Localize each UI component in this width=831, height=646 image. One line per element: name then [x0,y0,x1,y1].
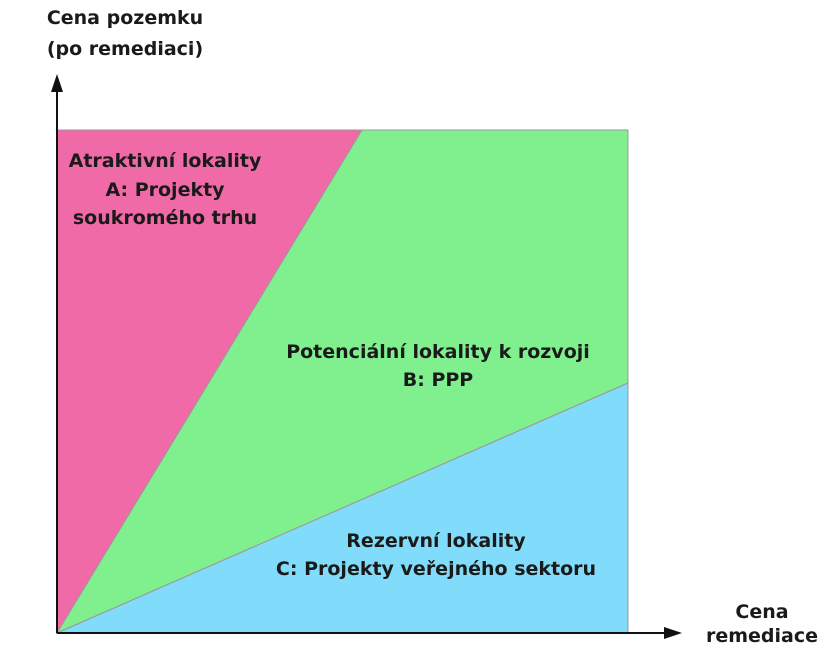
y-label: (po remediaci) [47,38,203,60]
region-label: Potenciální lokality k rozvoji [286,341,590,363]
region-label: A: Projekty [105,179,225,201]
y-label: Cena pozemku [47,7,203,29]
y-arrow [51,74,63,92]
x-arrow [664,627,682,639]
x-label: remediace [706,625,818,646]
x-label: Cena [735,601,788,623]
region-label: soukromého trhu [73,207,257,229]
region-label: Rezervní lokality [346,530,526,552]
region-label: B: PPP [403,369,474,391]
region-label: Atraktivní lokality [69,150,262,172]
region-label: C: Projekty veřejného sektoru [276,558,596,580]
